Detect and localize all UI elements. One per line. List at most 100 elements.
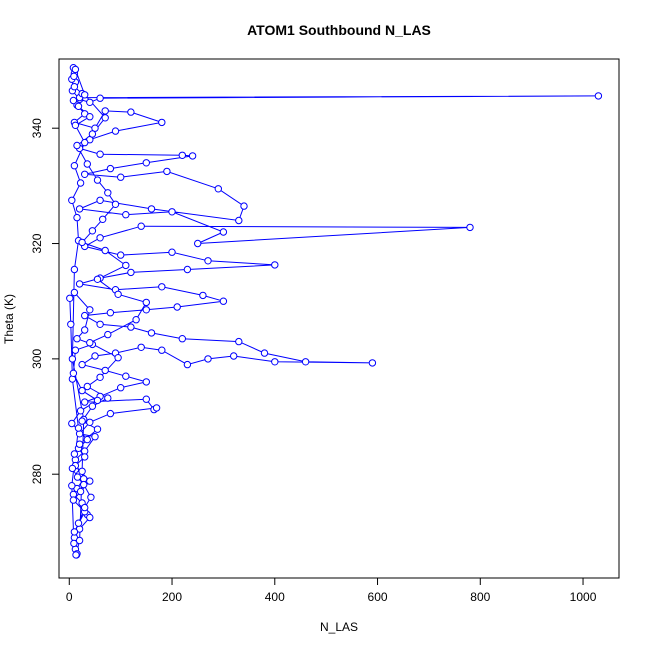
data-point bbox=[158, 283, 166, 291]
data-point bbox=[142, 378, 151, 386]
data-point bbox=[86, 477, 94, 485]
data-point bbox=[260, 349, 269, 357]
data-point bbox=[80, 480, 88, 489]
data-point bbox=[101, 246, 109, 255]
data-point bbox=[137, 222, 145, 230]
data-point bbox=[86, 306, 94, 314]
data-point bbox=[81, 91, 89, 99]
data-point bbox=[69, 496, 78, 504]
data-point bbox=[73, 473, 82, 481]
data-point bbox=[76, 179, 85, 187]
data-point bbox=[96, 150, 104, 158]
data-point bbox=[93, 176, 102, 184]
data-point bbox=[111, 127, 120, 135]
data-point bbox=[214, 185, 223, 193]
data-point bbox=[104, 330, 112, 339]
data-point bbox=[104, 189, 112, 197]
data-marks bbox=[66, 64, 603, 559]
data-point bbox=[88, 227, 97, 235]
data-point bbox=[271, 358, 279, 366]
data-point bbox=[81, 503, 89, 512]
data-point bbox=[132, 316, 140, 324]
data-point bbox=[122, 211, 130, 219]
data-point bbox=[96, 320, 104, 328]
data-point bbox=[188, 152, 197, 160]
data-point bbox=[73, 141, 81, 150]
data-point bbox=[68, 419, 76, 428]
data-point bbox=[78, 238, 86, 247]
data-point bbox=[86, 113, 94, 121]
y-tick-label: 280 bbox=[30, 464, 44, 484]
data-point bbox=[368, 359, 377, 367]
data-point bbox=[83, 382, 92, 391]
data-point bbox=[93, 425, 102, 433]
data-point bbox=[122, 261, 130, 270]
data-point bbox=[183, 360, 192, 369]
data-point bbox=[106, 409, 115, 418]
data-point bbox=[69, 369, 78, 377]
data-point bbox=[78, 417, 86, 425]
y-axis-label: Theta (K) bbox=[2, 294, 16, 344]
data-point bbox=[70, 265, 79, 274]
x-tick-label: 1000 bbox=[570, 590, 597, 604]
data-point bbox=[127, 108, 135, 116]
data-point bbox=[70, 83, 79, 91]
x-axis-label: N_LAS bbox=[320, 620, 358, 634]
data-point bbox=[88, 402, 97, 410]
data-point bbox=[68, 482, 76, 490]
data-point bbox=[271, 261, 279, 269]
data-point bbox=[158, 346, 166, 354]
data-point bbox=[122, 372, 130, 380]
data-point bbox=[168, 248, 176, 256]
data-point bbox=[117, 173, 125, 181]
data-point bbox=[71, 121, 80, 130]
data-point bbox=[104, 394, 112, 402]
data-point bbox=[81, 138, 89, 147]
data-point bbox=[142, 298, 151, 307]
data-point bbox=[81, 170, 89, 179]
data-point bbox=[78, 360, 86, 369]
data-point bbox=[147, 329, 156, 337]
data-point bbox=[75, 205, 84, 213]
x-tick-label: 200 bbox=[162, 590, 182, 604]
data-point bbox=[70, 162, 79, 170]
data-point bbox=[83, 435, 92, 444]
data-point bbox=[75, 440, 84, 448]
x-tick-label: 800 bbox=[470, 590, 490, 604]
data-point bbox=[68, 196, 76, 205]
data-point bbox=[91, 352, 99, 360]
data-point bbox=[78, 386, 86, 395]
data-point bbox=[70, 450, 79, 458]
data-point bbox=[88, 130, 97, 138]
data-point bbox=[86, 98, 94, 107]
data-point bbox=[183, 265, 192, 274]
data-point bbox=[230, 352, 238, 360]
data-point bbox=[87, 493, 95, 501]
data-point bbox=[204, 355, 212, 363]
y-tick-label: 300 bbox=[30, 349, 44, 369]
data-point bbox=[81, 453, 89, 461]
data-point bbox=[71, 346, 80, 354]
data-point bbox=[81, 326, 89, 334]
data-point bbox=[173, 303, 181, 311]
data-point bbox=[114, 354, 122, 362]
data-point bbox=[127, 268, 135, 277]
data-point bbox=[101, 114, 109, 122]
x-tick-label: 400 bbox=[265, 590, 285, 604]
data-point bbox=[68, 355, 77, 363]
data-point bbox=[86, 513, 94, 522]
data-point bbox=[93, 396, 102, 405]
data-point bbox=[75, 280, 84, 288]
data-point bbox=[70, 539, 78, 548]
data-point bbox=[69, 96, 78, 105]
data-point bbox=[70, 72, 78, 81]
data-point bbox=[158, 118, 166, 127]
data-point bbox=[70, 288, 79, 297]
data-point bbox=[147, 205, 156, 213]
data-point bbox=[72, 551, 80, 559]
data-point bbox=[240, 202, 248, 210]
data-point bbox=[219, 297, 228, 305]
data-point bbox=[73, 335, 81, 343]
data-point bbox=[67, 320, 75, 328]
